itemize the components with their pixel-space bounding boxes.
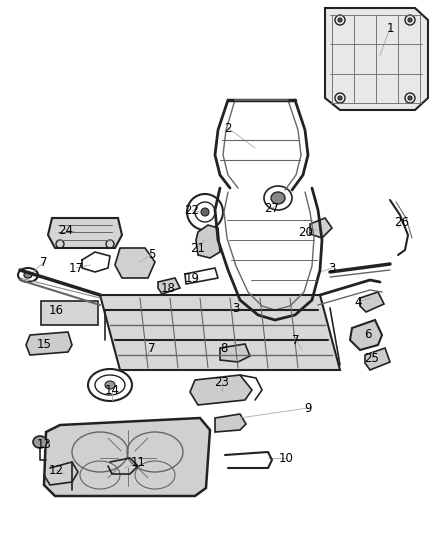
Polygon shape xyxy=(158,278,180,294)
Polygon shape xyxy=(190,375,252,405)
Text: 13: 13 xyxy=(36,438,51,450)
Polygon shape xyxy=(26,332,72,355)
Text: 1: 1 xyxy=(386,21,394,35)
Polygon shape xyxy=(365,348,390,370)
Ellipse shape xyxy=(201,208,209,216)
Ellipse shape xyxy=(24,272,32,278)
Ellipse shape xyxy=(408,96,412,100)
Text: 7: 7 xyxy=(148,342,156,354)
Polygon shape xyxy=(360,292,384,312)
Ellipse shape xyxy=(338,96,342,100)
Text: 11: 11 xyxy=(131,456,145,469)
Polygon shape xyxy=(325,8,428,110)
Polygon shape xyxy=(196,225,220,258)
Text: 22: 22 xyxy=(184,204,199,216)
Polygon shape xyxy=(48,218,122,248)
Text: 21: 21 xyxy=(191,241,205,254)
Polygon shape xyxy=(215,414,246,432)
Text: 15: 15 xyxy=(36,337,51,351)
Text: 24: 24 xyxy=(59,223,74,237)
Polygon shape xyxy=(220,344,250,362)
Polygon shape xyxy=(44,418,210,496)
Text: 19: 19 xyxy=(184,271,199,285)
Ellipse shape xyxy=(408,18,412,22)
Text: 5: 5 xyxy=(148,247,155,261)
Text: 23: 23 xyxy=(215,376,230,389)
Polygon shape xyxy=(100,295,340,370)
Text: 16: 16 xyxy=(49,303,64,317)
Text: 14: 14 xyxy=(105,384,120,397)
Ellipse shape xyxy=(338,18,342,22)
Text: 18: 18 xyxy=(161,281,176,295)
Ellipse shape xyxy=(271,192,285,204)
Text: 7: 7 xyxy=(40,255,48,269)
Text: 2: 2 xyxy=(224,122,232,134)
Text: 20: 20 xyxy=(299,225,314,238)
Ellipse shape xyxy=(105,381,115,389)
Ellipse shape xyxy=(33,436,47,448)
Text: 27: 27 xyxy=(265,201,279,214)
Text: 6: 6 xyxy=(364,328,372,342)
Polygon shape xyxy=(115,248,155,278)
Text: 4: 4 xyxy=(354,295,362,309)
Text: 7: 7 xyxy=(292,334,300,346)
Polygon shape xyxy=(350,320,382,350)
Text: 12: 12 xyxy=(49,464,64,477)
Text: 8: 8 xyxy=(220,342,228,354)
Text: 10: 10 xyxy=(279,451,293,464)
Text: 3: 3 xyxy=(328,262,336,274)
Text: 9: 9 xyxy=(304,401,312,415)
Polygon shape xyxy=(310,218,332,238)
Text: 3: 3 xyxy=(232,302,240,314)
Text: 17: 17 xyxy=(68,262,84,274)
Text: 26: 26 xyxy=(395,215,410,229)
FancyBboxPatch shape xyxy=(41,301,98,325)
Text: 25: 25 xyxy=(364,351,379,365)
